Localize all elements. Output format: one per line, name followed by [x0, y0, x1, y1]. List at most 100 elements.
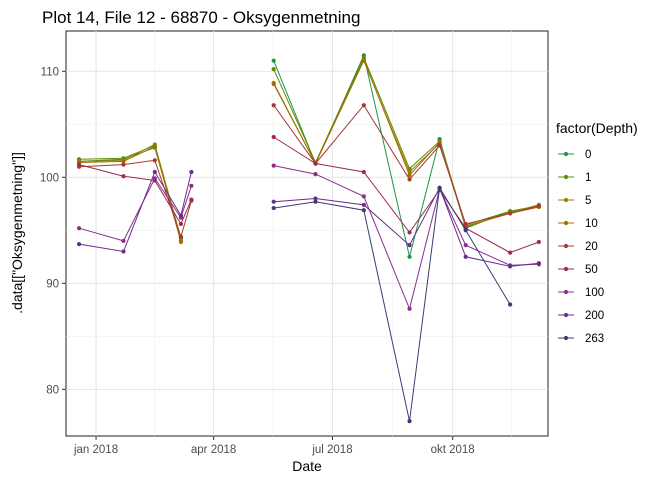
- legend-label: 0: [585, 149, 591, 161]
- y-tick-label: 110: [41, 66, 59, 78]
- legend-item-20: 20: [558, 241, 598, 253]
- data-point: [361, 169, 366, 175]
- legend-key-point: [563, 289, 569, 295]
- legend-key-point: [563, 197, 569, 203]
- data-point: [121, 162, 126, 167]
- legend-key-point: [563, 335, 569, 341]
- data-point: [463, 254, 468, 259]
- data-point: [407, 419, 412, 424]
- data-point: [437, 140, 442, 145]
- legend-label: 1: [585, 172, 591, 184]
- data-point: [437, 185, 442, 191]
- data-point: [178, 234, 184, 239]
- data-point: [189, 183, 194, 188]
- series-line: [273, 136, 540, 254]
- data-point: [178, 239, 184, 245]
- legend-label: 5: [585, 195, 591, 207]
- series-layer: [76, 53, 541, 424]
- legend-title: factor(Depth): [556, 120, 638, 136]
- data-point: [536, 203, 541, 209]
- legend-item-1: 1: [558, 172, 591, 184]
- data-point: [271, 67, 276, 72]
- series-line: [273, 104, 540, 225]
- data-point: [361, 194, 366, 199]
- axes: 80 90 100 110 jan 2018 apr 2018 jul 2018 okt 20…: [40, 66, 475, 456]
- x-tick-label: okt 2018: [431, 444, 475, 456]
- data-point: [271, 103, 276, 108]
- legend-item-100: 100: [558, 287, 604, 299]
- data-point: [271, 163, 276, 168]
- data-point: [313, 199, 318, 204]
- legend: factor(Depth) 0 1 5 10 20 50 100 200 263: [556, 120, 638, 345]
- legend-key-point: [563, 174, 569, 180]
- data-point: [361, 57, 366, 62]
- data-point: [313, 172, 318, 177]
- data-point: [361, 208, 366, 213]
- data-point: [407, 243, 412, 248]
- grid-lines: [66, 31, 548, 436]
- data-point: [463, 228, 468, 233]
- x-axis-title: Date: [292, 458, 322, 474]
- legend-item-10: 10: [558, 218, 598, 230]
- legend-item-263: 263: [558, 333, 604, 345]
- data-point: [121, 159, 126, 164]
- data-point: [271, 134, 276, 140]
- series-line: [273, 165, 539, 311]
- y-axis-title: .data[["Oksygenmetning"]]: [9, 152, 25, 314]
- legend-key-point: [563, 266, 569, 272]
- data-point: [463, 243, 468, 248]
- legend-label: 50: [585, 264, 598, 276]
- data-point: [189, 169, 194, 175]
- y-tick-label: 100: [40, 172, 59, 184]
- data-point: [361, 103, 366, 108]
- legend-label: 10: [585, 218, 598, 230]
- legend-item-50: 50: [558, 264, 598, 276]
- y-tick-label: 80: [46, 384, 59, 396]
- data-point: [271, 205, 276, 211]
- legend-key-point: [563, 312, 569, 318]
- legend-key-point: [563, 243, 569, 249]
- data-point: [407, 177, 412, 182]
- data-point: [407, 254, 412, 259]
- data-point: [437, 143, 442, 148]
- data-point: [407, 306, 412, 311]
- data-point: [407, 230, 412, 235]
- data-point: [407, 173, 412, 178]
- legend-item-0: 0: [558, 149, 591, 161]
- y-tick-label: 90: [46, 278, 59, 290]
- x-tick-label: jul 2018: [311, 444, 352, 456]
- data-point: [271, 199, 276, 204]
- data-point: [152, 169, 157, 175]
- legend-item-200: 200: [558, 310, 604, 322]
- data-point: [271, 81, 276, 87]
- data-point: [508, 302, 513, 307]
- data-point: [152, 144, 157, 149]
- data-point: [76, 242, 82, 247]
- data-point: [152, 176, 157, 181]
- data-point: [189, 197, 194, 202]
- chart-title: Plot 14, File 12 - 68870 - Oksygenmetnin…: [42, 8, 360, 27]
- data-point: [121, 249, 126, 254]
- x-tick-label: apr 2018: [191, 444, 236, 456]
- data-point: [463, 221, 468, 227]
- data-point: [536, 261, 541, 266]
- series-263: [271, 185, 513, 424]
- legend-item-5: 5: [558, 195, 591, 207]
- legend-label: 200: [585, 310, 604, 322]
- data-point: [121, 174, 126, 179]
- data-point: [76, 226, 82, 231]
- data-point: [313, 161, 318, 166]
- data-point: [313, 196, 318, 201]
- data-point: [361, 202, 366, 207]
- data-point: [508, 250, 513, 255]
- legend-label: 20: [585, 241, 598, 253]
- legend-label: 263: [585, 333, 604, 345]
- legend-key-point: [563, 151, 569, 157]
- x-tick-label: jan 2018: [73, 444, 118, 456]
- data-point: [508, 211, 513, 216]
- data-point: [152, 158, 157, 163]
- data-point: [178, 221, 184, 227]
- data-point: [178, 213, 184, 218]
- series-line: [273, 186, 539, 267]
